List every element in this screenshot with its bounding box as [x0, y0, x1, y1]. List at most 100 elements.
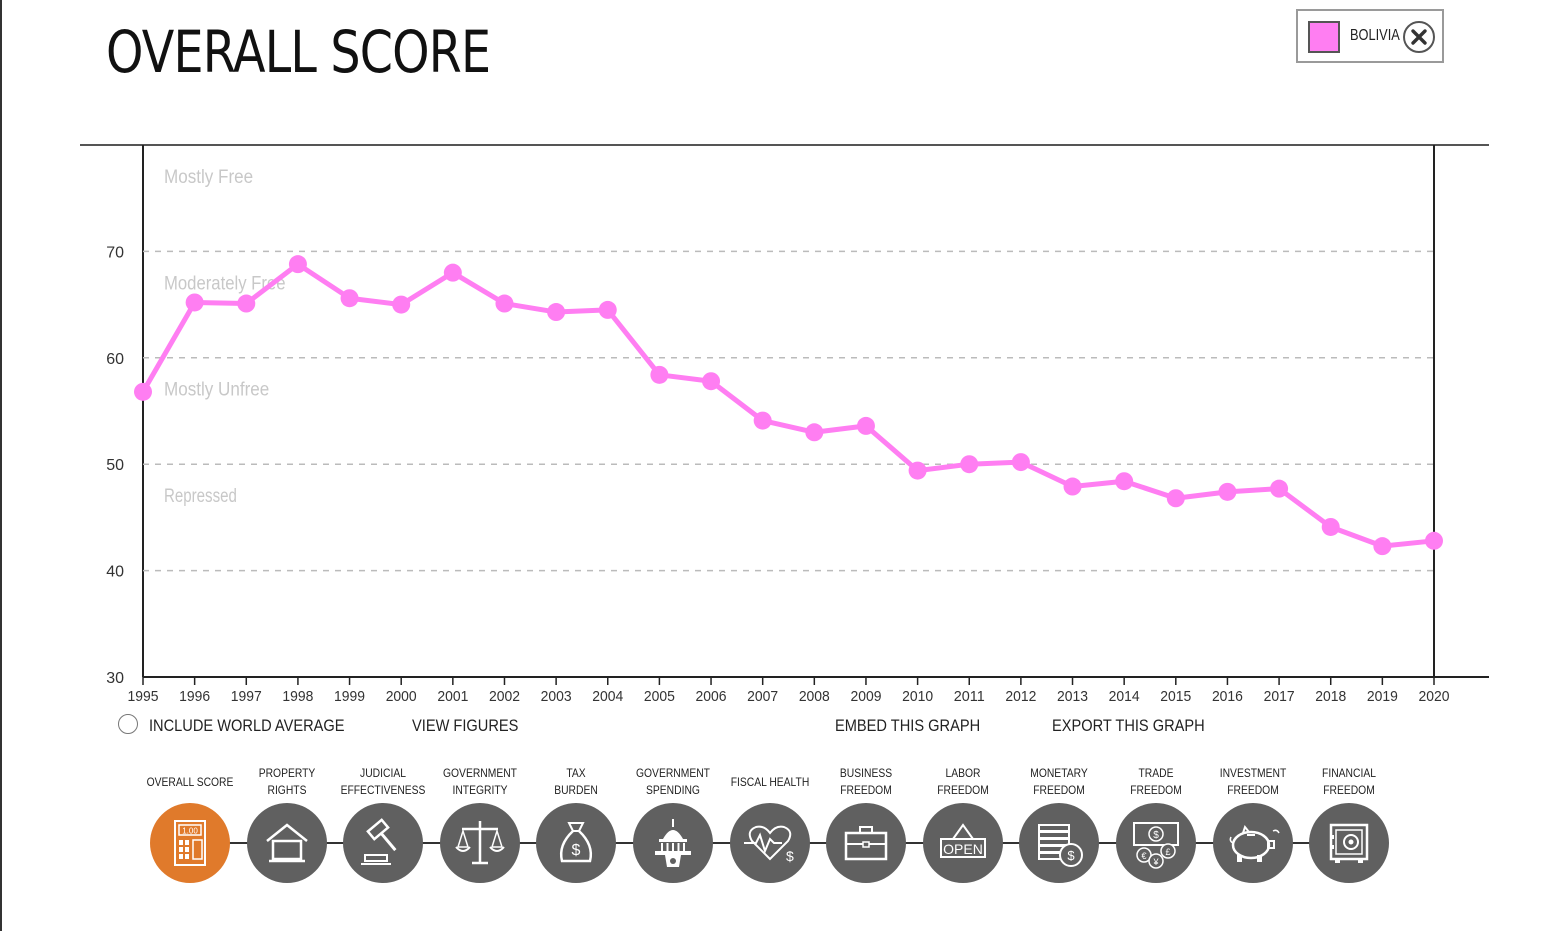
nav-item-label: GOVERNMENT INTEGRITY: [442, 766, 517, 797]
open-sign-text: OPEN: [943, 841, 983, 857]
nav-item-circle[interactable]: 1.00: [150, 803, 230, 883]
x-tick-label: 2013: [1057, 688, 1088, 705]
legend-chip: BOLIVIA: [1296, 9, 1444, 63]
x-tick-label: 2001: [437, 688, 468, 705]
data-point: [753, 411, 772, 430]
x-tick-label: 2008: [799, 688, 830, 705]
x-tick-label: 2009: [850, 688, 881, 705]
svg-text:$: $: [572, 842, 581, 859]
nav-item-circle[interactable]: [343, 803, 424, 883]
data-point: [908, 461, 927, 480]
data-point: [650, 365, 669, 384]
close-icon: [1411, 29, 1427, 45]
gavel-icon: [361, 818, 397, 865]
x-tick-label: 2017: [1264, 688, 1295, 705]
series-line: [140, 261, 1435, 549]
x-tick-label: 1998: [282, 688, 313, 705]
data-point: [1011, 453, 1030, 472]
data-point: [185, 293, 204, 312]
data-point: [495, 294, 514, 313]
nav-item-label: PROPERTY RIGHTS: [258, 766, 315, 797]
export-graph-link[interactable]: EXPORT THIS GRAPH: [1052, 716, 1205, 735]
svg-text:$: $: [1153, 830, 1159, 841]
remove-country-button[interactable]: [1403, 21, 1435, 53]
piggy-bank-icon: [1229, 824, 1280, 862]
data-point: [443, 263, 462, 282]
nav-item-circle[interactable]: [633, 803, 713, 883]
money-bag-icon: $: [560, 822, 593, 863]
data-point: [1115, 472, 1134, 491]
x-tick-label: 2014: [1109, 688, 1140, 705]
nav-item-6[interactable]: GOVERNMENT SPENDING: [625, 760, 721, 890]
nav-item-circle[interactable]: [826, 803, 907, 883]
nav-item-12[interactable]: INVESTMENT FREEDOM: [1205, 760, 1301, 890]
nav-item-circle[interactable]: $ € £ ¥: [1116, 803, 1196, 883]
nav-item-label: FINANCIAL FREEDOM: [1322, 766, 1377, 797]
safe-icon: [1329, 823, 1369, 863]
x-tick-label: 2004: [592, 688, 623, 705]
nav-item-9[interactable]: LABOR FREEDOM OPEN: [915, 760, 1011, 890]
world-average-label[interactable]: INCLUDE WORLD AVERAGE: [149, 716, 345, 735]
nav-item-8[interactable]: BUSINESS FREEDOM: [818, 760, 914, 890]
view-figures-link[interactable]: VIEW FIGURES: [412, 716, 519, 735]
briefcase-icon: [844, 826, 888, 861]
house-icon: [265, 823, 308, 863]
x-tick-label: 2011: [954, 688, 985, 705]
y-tick-label: 40: [106, 564, 124, 581]
band-label: Mostly Unfree: [164, 380, 269, 401]
nav-item-circle[interactable]: [1309, 803, 1390, 883]
nav-item-label: GOVERNMENT SPENDING: [636, 766, 710, 797]
nav-item-3[interactable]: JUDICIAL EFFECTIVENESS: [335, 760, 431, 890]
nav-item-1[interactable]: OVERALL SCORE 1.00: [142, 760, 238, 890]
world-average-radio[interactable]: [118, 714, 138, 734]
data-point: [1425, 531, 1443, 550]
nav-item-label: OVERALL SCORE: [146, 774, 234, 789]
nav-item-label: MONETARY FREEDOM: [1030, 766, 1089, 797]
nav-item-11[interactable]: TRADE FREEDOM $ € £ ¥: [1108, 760, 1204, 890]
band-label: Moderately Free: [164, 273, 286, 294]
x-tick-label: 2002: [489, 688, 520, 705]
x-tick-label: 2012: [1005, 688, 1036, 705]
x-tick-label: 2003: [541, 688, 572, 705]
data-point: [340, 289, 359, 308]
data-point: [1063, 477, 1082, 496]
nav-item-2[interactable]: PROPERTY RIGHTS: [239, 760, 335, 890]
nav-item-10[interactable]: MONETARY FREEDOM $: [1011, 760, 1107, 890]
data-point: [805, 423, 824, 442]
y-tick-label: 50: [106, 457, 124, 474]
nav-item-5[interactable]: TAX BURDEN $: [528, 760, 624, 890]
calculator-display: 1.00: [182, 827, 198, 836]
nav-item-circle[interactable]: [439, 803, 520, 883]
embed-graph-link[interactable]: EMBED THIS GRAPH: [835, 716, 981, 735]
data-point: [1321, 517, 1340, 536]
nav-item-circle[interactable]: OPEN: [922, 803, 1003, 883]
band-label: Repressed: [164, 486, 237, 507]
nav-item-circle[interactable]: [1212, 803, 1293, 883]
x-tick-label: 2007: [747, 688, 778, 705]
nav-item-circle[interactable]: $: [729, 803, 810, 883]
x-tick-label: 1996: [179, 688, 210, 705]
nav-item-circle[interactable]: $: [536, 803, 617, 883]
nav-item-circle[interactable]: $: [1019, 803, 1100, 883]
data-point: [134, 382, 152, 401]
line-chart: 30 40 50 60 70 Mostly Free Moderately Free Most…: [80, 144, 1489, 705]
data-point: [288, 255, 307, 274]
svg-text:¥: ¥: [1152, 857, 1159, 867]
x-tick-label: 1999: [334, 688, 365, 705]
nav-item-label: BUSINESS FREEDOM: [840, 766, 893, 797]
band-label: Mostly Free: [164, 167, 253, 188]
page-title: OVERALL SCORE: [106, 18, 491, 86]
nav-item-7[interactable]: FISCAL HEALTH $: [722, 760, 818, 890]
nav-item-label: INVESTMENT FREEDOM: [1219, 766, 1286, 797]
nav-item-label: JUDICIAL EFFECTIVENESS: [340, 766, 426, 797]
y-tick-label: 70: [106, 244, 124, 261]
nav-item-4[interactable]: GOVERNMENT INTEGRITY: [432, 760, 528, 890]
nav-item-13[interactable]: FINANCIAL FREEDOM: [1301, 760, 1397, 890]
svg-text:€: €: [1141, 851, 1146, 861]
x-tick-label: 1995: [128, 688, 159, 705]
x-tick-label: 2010: [902, 688, 933, 705]
nav-item-circle[interactable]: [246, 803, 327, 883]
x-tick-label: 2005: [644, 688, 675, 705]
data-point: [392, 295, 411, 314]
x-tick-label: 2015: [1160, 688, 1191, 705]
